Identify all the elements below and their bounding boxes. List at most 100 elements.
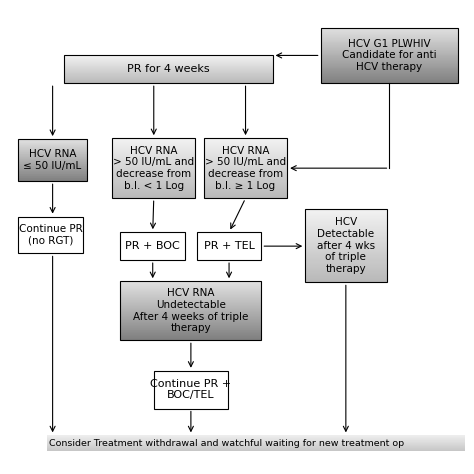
Bar	[320, 80, 458, 81]
Bar	[204, 165, 287, 166]
Bar	[120, 283, 261, 284]
Bar	[112, 160, 195, 161]
Bar	[204, 173, 287, 174]
Text: Continue PR +
BOC/TEL: Continue PR + BOC/TEL	[150, 379, 231, 401]
Bar	[305, 233, 386, 235]
Bar	[204, 175, 287, 176]
Bar	[120, 330, 261, 331]
Text: HCV RNA
> 50 IU/mL and
decrease from
b.l. ≥ 1 Log: HCV RNA > 50 IU/mL and decrease from b.l…	[205, 146, 286, 191]
Bar	[204, 146, 287, 147]
Bar	[120, 281, 261, 282]
Bar	[112, 176, 195, 177]
Bar	[204, 167, 287, 168]
Bar	[320, 44, 458, 45]
Bar	[112, 147, 195, 148]
Text: PR + BOC: PR + BOC	[125, 241, 180, 251]
Bar	[18, 181, 87, 182]
Bar	[112, 186, 195, 187]
Bar	[320, 34, 458, 35]
Bar	[112, 150, 195, 151]
Text: Consider Treatment withdrawal and watchful waiting for new treatment op: Consider Treatment withdrawal and watchf…	[49, 439, 405, 448]
Bar	[305, 254, 386, 255]
Bar	[120, 316, 261, 317]
Bar	[112, 185, 195, 186]
Bar	[320, 37, 458, 38]
Bar	[120, 281, 261, 340]
Bar	[18, 151, 87, 152]
Bar	[47, 445, 465, 446]
Bar	[120, 333, 261, 335]
Bar	[120, 338, 261, 339]
Bar	[204, 191, 287, 192]
Bar	[305, 214, 386, 215]
Text: HCV RNA
> 50 IU/mL and
decrease from
b.l. < 1 Log: HCV RNA > 50 IU/mL and decrease from b.l…	[113, 146, 194, 191]
Bar	[320, 45, 458, 46]
Bar	[18, 163, 87, 164]
Bar	[204, 166, 287, 167]
Bar	[305, 258, 386, 259]
Bar	[204, 152, 287, 153]
Bar	[305, 221, 386, 222]
Bar	[18, 173, 87, 174]
Bar	[120, 285, 261, 286]
Bar	[112, 175, 195, 176]
Bar	[47, 440, 465, 441]
Bar	[112, 159, 195, 160]
Bar	[18, 160, 87, 161]
Bar	[320, 53, 458, 54]
Bar	[305, 230, 386, 231]
Bar	[204, 151, 287, 152]
Bar	[305, 266, 386, 268]
Bar	[320, 43, 458, 44]
Bar	[204, 139, 287, 140]
Bar	[320, 74, 458, 75]
Bar	[18, 158, 87, 159]
Bar	[120, 327, 261, 328]
Bar	[320, 68, 458, 69]
Bar	[112, 171, 195, 172]
Bar	[204, 160, 287, 161]
Bar	[112, 161, 195, 162]
Bar	[320, 67, 458, 68]
Bar	[47, 437, 465, 438]
Bar	[112, 151, 195, 152]
Bar	[305, 249, 386, 251]
Bar	[204, 149, 287, 150]
Bar	[320, 63, 458, 64]
Bar	[120, 288, 261, 289]
Bar	[204, 184, 287, 185]
Bar	[204, 178, 287, 179]
Bar	[305, 213, 386, 214]
Text: HCV RNA
Undetectable
After 4 weeks of triple
therapy: HCV RNA Undetectable After 4 weeks of tr…	[133, 288, 248, 333]
Bar	[18, 161, 87, 162]
Bar	[320, 32, 458, 33]
Bar	[204, 150, 287, 151]
Bar	[18, 140, 87, 141]
Bar	[120, 296, 261, 297]
Bar	[204, 195, 287, 196]
Bar	[204, 156, 287, 157]
Bar	[112, 173, 195, 174]
Bar	[112, 179, 195, 180]
Bar	[305, 245, 386, 246]
Bar	[112, 193, 195, 194]
Bar	[320, 75, 458, 76]
Bar	[204, 158, 287, 159]
Bar	[120, 300, 261, 301]
Bar	[120, 232, 185, 260]
Bar	[120, 318, 261, 319]
Bar	[120, 308, 261, 309]
Bar	[204, 196, 287, 197]
Bar	[204, 142, 287, 143]
Bar	[320, 70, 458, 71]
Bar	[120, 336, 261, 337]
Bar	[18, 152, 87, 153]
Bar	[18, 139, 87, 182]
Bar	[204, 168, 287, 169]
Bar	[320, 47, 458, 48]
Bar	[112, 178, 195, 179]
Bar	[112, 145, 195, 146]
Bar	[112, 143, 195, 144]
Bar	[120, 282, 261, 283]
Bar	[305, 239, 386, 241]
